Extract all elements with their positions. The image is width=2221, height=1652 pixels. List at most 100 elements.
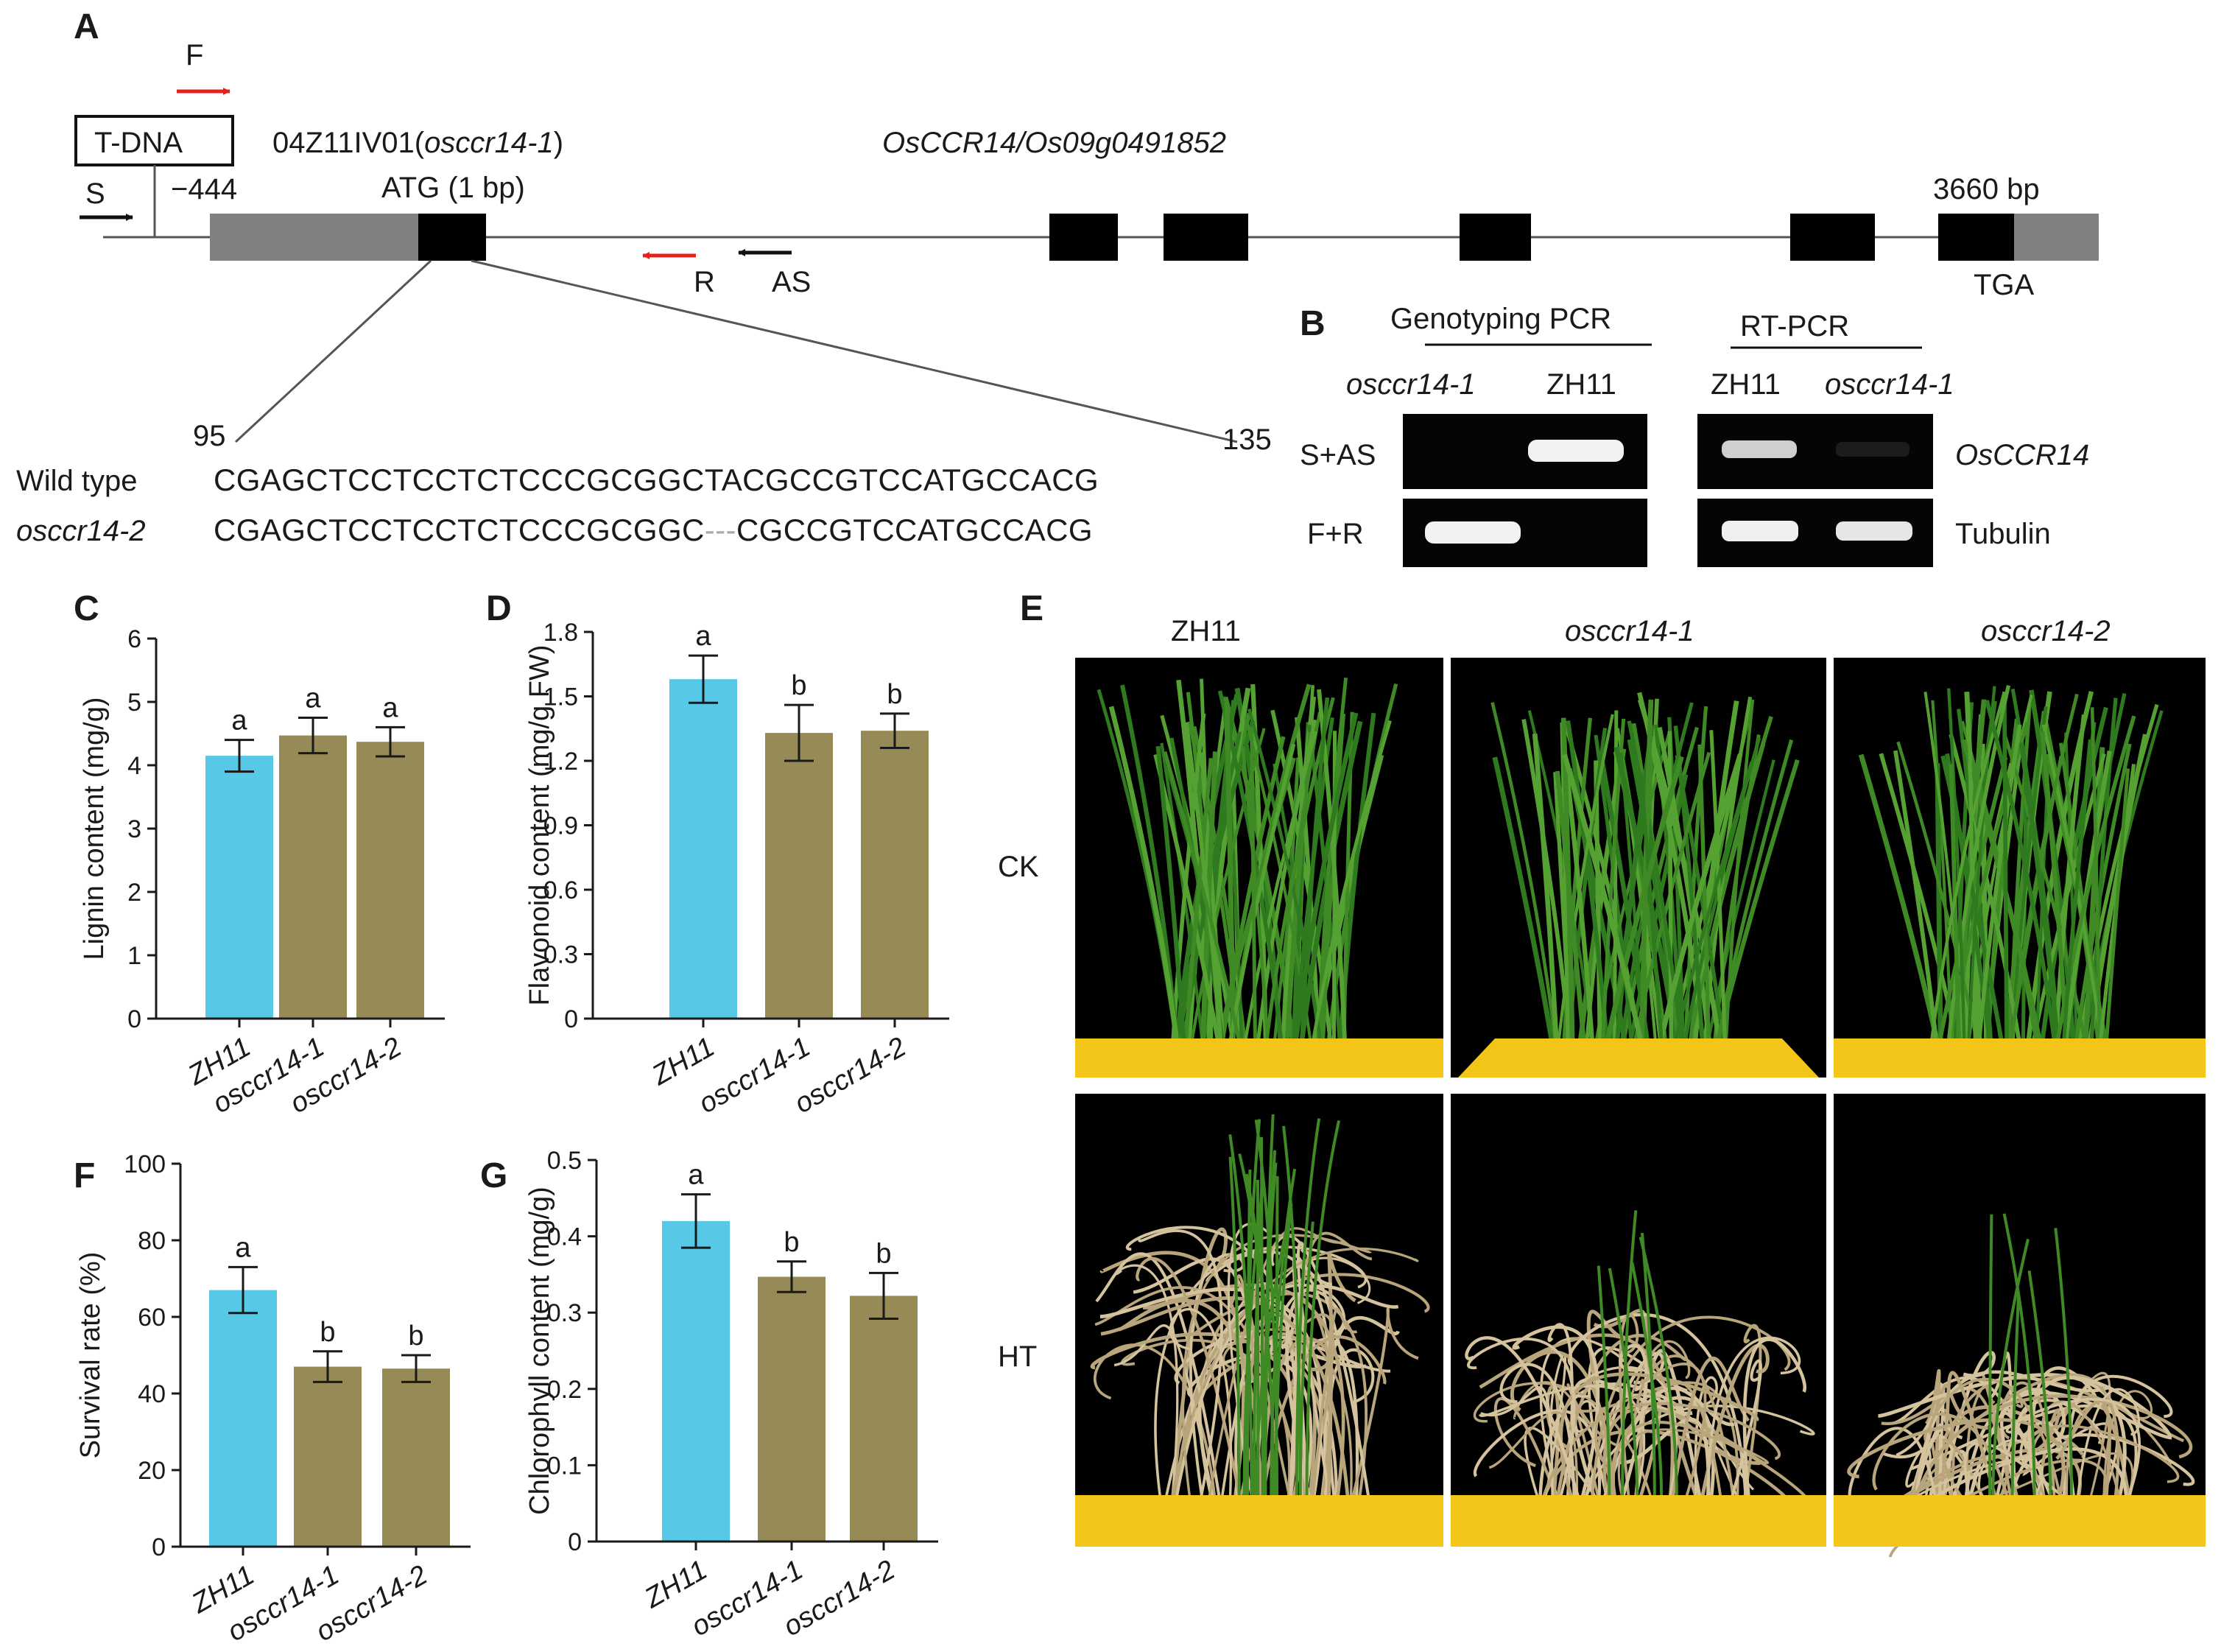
wilted-leaf <box>1136 1256 1242 1500</box>
panel-label-b: B <box>1300 304 1326 343</box>
end-position-label: 3660 bp <box>1933 173 2040 205</box>
seq-end-position: 135 <box>1222 423 1272 456</box>
y-tick-label: 2 <box>127 879 141 907</box>
y-tick-label: 80 <box>138 1227 166 1255</box>
y-tick-label: 6 <box>127 625 141 653</box>
surviving-leaf <box>1242 1188 1264 1500</box>
y-tick-label: 3 <box>127 815 141 843</box>
wilted-leaf <box>1730 1359 1763 1500</box>
seedling-leaf <box>1298 720 1363 1047</box>
surviving-leaf <box>2002 1213 2036 1500</box>
seedling-leaf <box>1672 761 1753 1047</box>
panel-label-c: C <box>74 589 99 628</box>
surviving-leaf <box>1270 1168 1297 1500</box>
band-zh11-tubulin <box>1722 521 1798 541</box>
wilted-leaf <box>2055 1399 2111 1500</box>
panel-e-plant-photos: E ZH11 osccr14-1 osccr14-2 CK HT <box>998 589 2206 1558</box>
surviving-leaf <box>1305 1120 1341 1500</box>
y-tick-label: 0 <box>152 1533 166 1561</box>
surviving-leaf <box>2010 1293 2021 1500</box>
wilted-leaf <box>1326 1251 1356 1500</box>
photo-ht-zh11 <box>1075 1094 1443 1547</box>
significance-letter: b <box>887 679 902 710</box>
band-mutant-tubulin <box>1836 521 1912 541</box>
photo-ck-osccr14-1 <box>1451 658 1826 1078</box>
bar-d-0 <box>669 679 737 1019</box>
panel-label-g: G <box>480 1156 507 1195</box>
panel-label-f: F <box>74 1156 95 1195</box>
surviving-leaf <box>1295 1118 1321 1500</box>
significance-letter: b <box>784 1227 799 1258</box>
wilted-leaf <box>1285 1284 1399 1500</box>
exon-2 <box>1049 214 1118 261</box>
seedling-leaf <box>1985 700 2058 1047</box>
position-minus-444: −444 <box>171 173 237 205</box>
tga-label: TGA <box>1974 269 2035 301</box>
seedling-leaf <box>1241 746 1270 1047</box>
zoom-line-right <box>471 259 1238 443</box>
seedling-leaf <box>2003 734 2088 1047</box>
seedling-leaf <box>1683 706 1708 1047</box>
seedling-leaf <box>1310 720 1392 1047</box>
bar-g-2 <box>850 1296 918 1542</box>
seedling-leaf <box>1242 731 1318 1047</box>
surviving-leaf <box>1988 1214 1993 1500</box>
y-tick-label: 1.8 <box>543 619 578 647</box>
seedling-leaf <box>1657 753 1743 1047</box>
wilted-leaf <box>1493 1397 1558 1500</box>
significance-letter: a <box>231 706 247 737</box>
wilted-leaf <box>1847 1418 2066 1500</box>
seedling-leaf <box>2104 768 2130 1047</box>
wilted-leaf <box>1119 1298 1262 1500</box>
wilted-leaf <box>1479 1333 1675 1500</box>
bar-c-0 <box>205 756 273 1019</box>
seedling-leaf <box>1160 742 1205 1047</box>
primer-s-label: S <box>85 177 105 210</box>
chart-f: ab b020406080100ZH11osccr14-1osccr14-2Sur… <box>75 1150 471 1648</box>
wilted-leaf <box>1639 1363 1707 1500</box>
seedling-leaf <box>1967 686 1996 1047</box>
wilted-leaf <box>1095 1252 1222 1500</box>
bar-g-1 <box>758 1276 826 1542</box>
y-tick-label: 0.5 <box>547 1147 582 1175</box>
seedling-leaf <box>1964 692 1982 1047</box>
seedling-leaf <box>2004 710 2046 1047</box>
y-tick-label: 5 <box>127 689 141 717</box>
seedling-leaf <box>1935 763 1943 1047</box>
y-tick-label: 1.5 <box>543 683 578 711</box>
utr-3prime <box>2014 214 2099 261</box>
exon-3 <box>1164 214 1248 261</box>
bar-f-1 <box>294 1366 362 1547</box>
seedling-leaf <box>1961 739 2043 1047</box>
y-tick-label: 1 <box>127 942 141 970</box>
wilted-leaf <box>1113 1324 1214 1500</box>
bar-g-0 <box>662 1220 730 1542</box>
wilted-leaf <box>1591 1315 1791 1500</box>
wilted-leaf <box>2005 1398 2141 1500</box>
wild-type-label: Wild type <box>16 465 138 497</box>
surviving-leaf <box>1259 1136 1264 1500</box>
primer-f-label: F <box>186 39 203 71</box>
wilted-leaf <box>1138 1229 1223 1500</box>
seedling-leaf <box>1183 758 1214 1047</box>
seedling-leaf <box>1923 692 1965 1047</box>
seedling-leaf <box>1977 724 2022 1047</box>
zoom-line-left <box>234 259 432 443</box>
wilted-leaf <box>1742 1324 1762 1500</box>
surviving-leaf <box>1630 1262 1664 1500</box>
tdna-label: T-DNA <box>94 127 183 159</box>
wilted-leaf <box>1467 1337 1576 1500</box>
seedling-leaf <box>1555 770 1587 1047</box>
significance-letter: a <box>305 683 321 714</box>
significance-letter: b <box>408 1321 423 1352</box>
wilted-leaf <box>1099 1287 1323 1500</box>
photo-ck-zh11 <box>1075 658 1443 1078</box>
panel-label-a: A <box>74 7 99 46</box>
y-tick-label: 40 <box>138 1380 166 1408</box>
surviving-leaf <box>1298 1221 1314 1500</box>
seedling-leaf <box>1292 712 1359 1047</box>
panel-label-d: D <box>486 589 512 628</box>
wilted-leaf <box>1114 1264 1179 1500</box>
